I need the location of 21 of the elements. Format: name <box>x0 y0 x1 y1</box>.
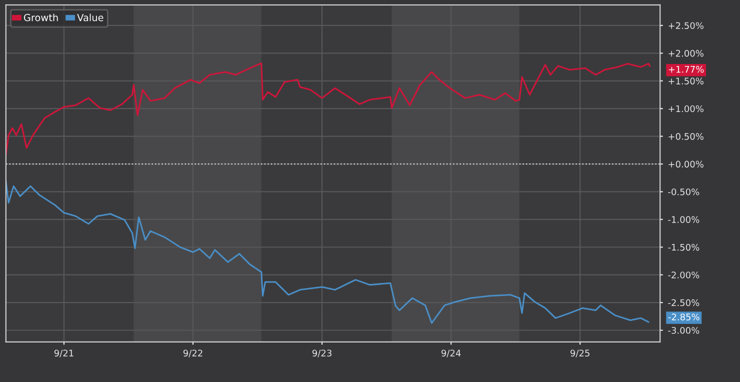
y-tick-label: -3.00% <box>668 326 700 334</box>
y-tick-label: -0.50% <box>668 188 700 196</box>
x-tick-label: 9/24 <box>441 350 461 358</box>
text: +1.77% <box>668 66 704 73</box>
x-tick-label: 9/21 <box>54 350 74 358</box>
x-tick-label: 9/23 <box>312 350 332 358</box>
y-tick-label: -2.00% <box>668 272 700 278</box>
y-tick-label: +1.00% <box>668 105 704 112</box>
y-tick-label: +0.50% <box>668 133 704 140</box>
legend-label: Growth <box>24 14 58 22</box>
y-tick-label: +2.00% <box>668 50 704 57</box>
y-tick-label: -1.00% <box>668 216 700 223</box>
x-tick-label: 9/22 <box>183 350 202 358</box>
x-tick-label: 9/25 <box>570 350 590 358</box>
y-tick-label: -1.50% <box>668 244 700 251</box>
y-tick-label: +2.50% <box>668 22 704 30</box>
y-tick-label: +1.50% <box>668 78 704 84</box>
legend-label: Value <box>77 14 104 22</box>
y-tick-label: -2.50% <box>668 299 700 306</box>
text: -2.85% <box>668 314 700 320</box>
y-tick-label: +0.00% <box>668 160 704 168</box>
